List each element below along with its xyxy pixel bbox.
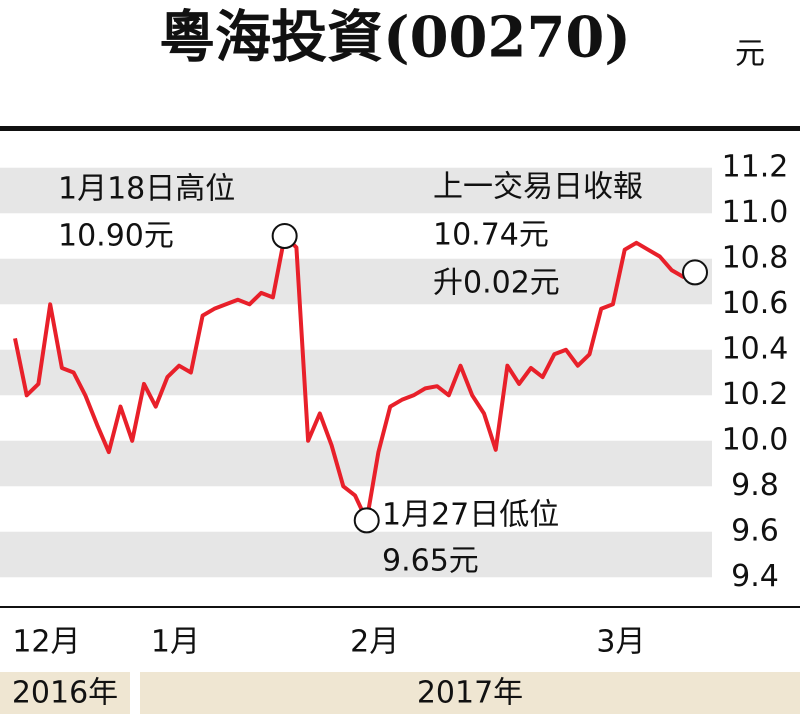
- annotation: 1月27日低位: [382, 498, 559, 533]
- top-rule: [0, 126, 800, 131]
- point-marker: [353, 507, 380, 534]
- annotation: 9.65元: [382, 544, 479, 579]
- x-tick-label: 3月: [596, 625, 645, 660]
- year-box: [0, 672, 130, 714]
- year-box: [140, 672, 800, 714]
- y-tick-label: 11.2: [722, 149, 789, 184]
- y-tick-label: 10.4: [722, 331, 789, 366]
- x-tick-label: 12月: [12, 625, 80, 660]
- y-tick-label: 10.2: [722, 377, 789, 412]
- grid-band: [0, 349, 712, 396]
- point-marker: [682, 259, 708, 286]
- year-label: 2017年: [417, 676, 523, 711]
- annotation: 1月18日高位: [58, 172, 235, 207]
- chart-title: 粵海投資(00270): [159, 5, 631, 71]
- bands: [0, 167, 712, 578]
- y-tick-label: 10.6: [722, 286, 789, 321]
- unit-label: 元: [735, 37, 765, 72]
- annotation: 升0.02元: [433, 266, 560, 301]
- year-label: 2016年: [12, 676, 118, 711]
- x-tick-label: 1月: [151, 625, 200, 660]
- annotation: 10.90元: [58, 219, 174, 254]
- grid-band: [0, 531, 712, 578]
- y-tick-label: 10.0: [722, 422, 789, 457]
- y-tick-label: 11.0: [722, 195, 789, 230]
- x-tick-label: 2月: [350, 625, 399, 660]
- grid-band: [0, 258, 712, 305]
- grid-band: [0, 167, 712, 214]
- price-line: [13, 234, 696, 523]
- y-tick-label: 9.6: [731, 513, 779, 548]
- grid-band: [0, 440, 712, 487]
- annotation: 10.74元: [433, 218, 549, 253]
- y-tick-label: 9.8: [731, 468, 779, 503]
- y-tick-label: 9.4: [731, 559, 779, 594]
- point-marker: [271, 223, 298, 249]
- annotation: 上一交易日收報: [433, 170, 643, 205]
- y-tick-label: 10.8: [722, 240, 789, 275]
